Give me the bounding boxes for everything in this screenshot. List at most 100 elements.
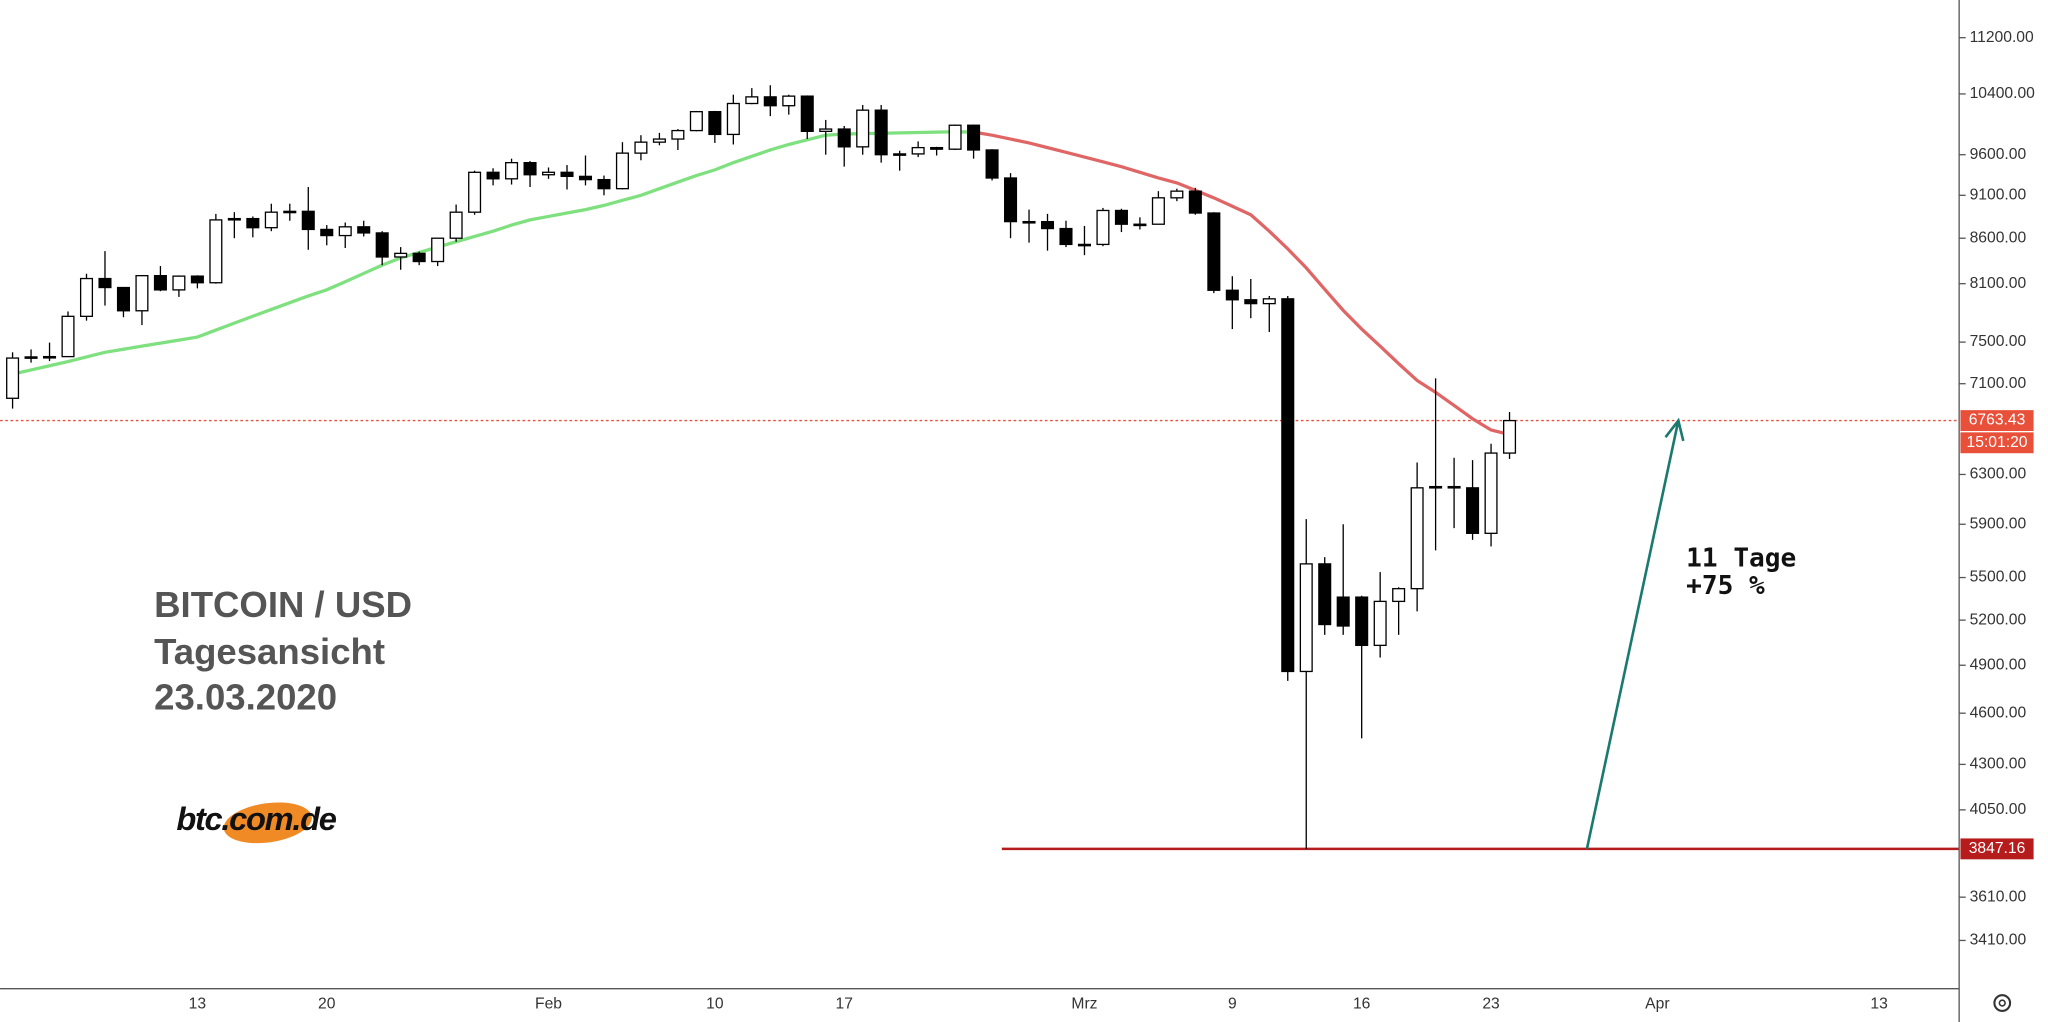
candle-body [782, 95, 796, 107]
candle-body [1262, 298, 1276, 305]
candle-body [338, 226, 352, 237]
candle-body [1244, 299, 1258, 305]
candle-body [1466, 487, 1480, 534]
candle-body [283, 210, 297, 214]
candle-body [79, 277, 94, 317]
candle-body [246, 217, 260, 229]
candle-body [930, 146, 944, 150]
candle-body [98, 277, 112, 289]
candle-body [468, 171, 482, 213]
candle-body [893, 153, 907, 156]
candle-body [1096, 209, 1110, 246]
candle-body [1114, 209, 1128, 225]
candle-body [1318, 563, 1332, 626]
candle-body [116, 286, 130, 312]
candle-body [1336, 596, 1350, 627]
arrow-shaft [1585, 420, 1680, 850]
x-tick-label: 16 [1353, 996, 1371, 1013]
candle-body [24, 356, 38, 359]
candle-body [726, 102, 740, 136]
price-level-box [1960, 838, 2034, 860]
moving-average [973, 130, 1510, 437]
gear-ring[interactable] [1993, 994, 2012, 1012]
x-tick-label: 9 [1228, 996, 1237, 1013]
arrow-note-gain: +75 % [1686, 571, 1765, 601]
candle-body [763, 96, 777, 107]
candle-body [523, 162, 537, 176]
candle-body [634, 141, 648, 154]
candle-body [153, 275, 167, 291]
candle-body [800, 95, 814, 132]
x-tick-label: Apr [1645, 996, 1669, 1013]
candle-body [264, 211, 278, 229]
y-tick-label: 4900.00 [1970, 656, 2027, 673]
candle-body [1207, 212, 1221, 291]
price-level-label: 6763.43 [1969, 412, 2026, 429]
y-tick-label: 9100.00 [1970, 186, 2027, 203]
candle-body [301, 210, 315, 231]
candle-body [1503, 419, 1517, 454]
y-tick-label: 5200.00 [1970, 611, 2027, 628]
y-tick-label: 9600.00 [1970, 146, 2027, 163]
y-tick-label: 3410.00 [1970, 932, 2027, 949]
candle-body [1392, 588, 1406, 603]
candle-body [357, 226, 371, 234]
candle-body [1077, 243, 1092, 247]
candle-body [745, 96, 759, 105]
y-tick-label: 3610.00 [1970, 888, 2027, 905]
gear-hub[interactable] [1998, 999, 2006, 1007]
candle-body [1022, 220, 1036, 224]
y-tick-label: 8600.00 [1970, 229, 2027, 246]
candle-body [1410, 487, 1424, 590]
candle-body [486, 171, 500, 180]
x-tick-label: Mrz [1071, 996, 1097, 1013]
x-tick-label: 13 [189, 996, 207, 1013]
candle-body [1484, 452, 1498, 534]
candle-body [856, 109, 870, 148]
candle-body [1429, 485, 1443, 489]
arrow-note-days: 11 Tage [1686, 543, 1796, 573]
candle-body [689, 111, 703, 132]
countdown-box [1960, 432, 2034, 454]
y-tick-label: 7100.00 [1970, 375, 2027, 392]
arrow-head [1664, 417, 1685, 442]
candle-body [837, 128, 851, 148]
candle-body [412, 252, 426, 263]
candle-body [209, 219, 223, 284]
info-view: Tagesansicht [154, 631, 385, 672]
y-tick-label: 5900.00 [1970, 515, 2027, 532]
x-tick-label: 17 [836, 996, 853, 1013]
y-tick-label: 4300.00 [1970, 756, 2027, 773]
x-tick-label: 23 [1482, 996, 1500, 1013]
candle-body [911, 146, 925, 155]
candle-body [1059, 227, 1073, 246]
candle-body [135, 275, 149, 312]
logo: btc.com.de [176, 800, 336, 837]
y-tick-label: 8100.00 [1970, 275, 2027, 292]
candle-body [948, 124, 962, 150]
candle-body [431, 237, 445, 263]
x-tick-label: 13 [1870, 996, 1888, 1013]
countdown: 15:01:20 [1967, 434, 2028, 451]
candle-body [985, 149, 999, 179]
candle-body [560, 171, 574, 178]
candle-body [1447, 485, 1461, 489]
y-tick-label: 4050.00 [1970, 801, 2027, 818]
candle-body [615, 152, 629, 190]
candle-body [671, 129, 685, 140]
candle-body [967, 124, 981, 151]
price-level-box [1960, 410, 2034, 432]
candle-body [227, 217, 241, 221]
candle-body [819, 128, 833, 132]
candle-body [1281, 298, 1295, 673]
candle-body [1133, 223, 1147, 227]
moving-average [12, 130, 974, 376]
y-tick-label: 11200.00 [1970, 29, 2034, 46]
candle-body [1225, 289, 1239, 301]
logo-blob [223, 802, 312, 844]
settings-icon[interactable] [1993, 994, 2012, 1012]
candle-body [578, 175, 593, 181]
candle-body [505, 162, 519, 180]
candle-body [172, 275, 186, 291]
x-tick-label: 20 [318, 996, 336, 1013]
